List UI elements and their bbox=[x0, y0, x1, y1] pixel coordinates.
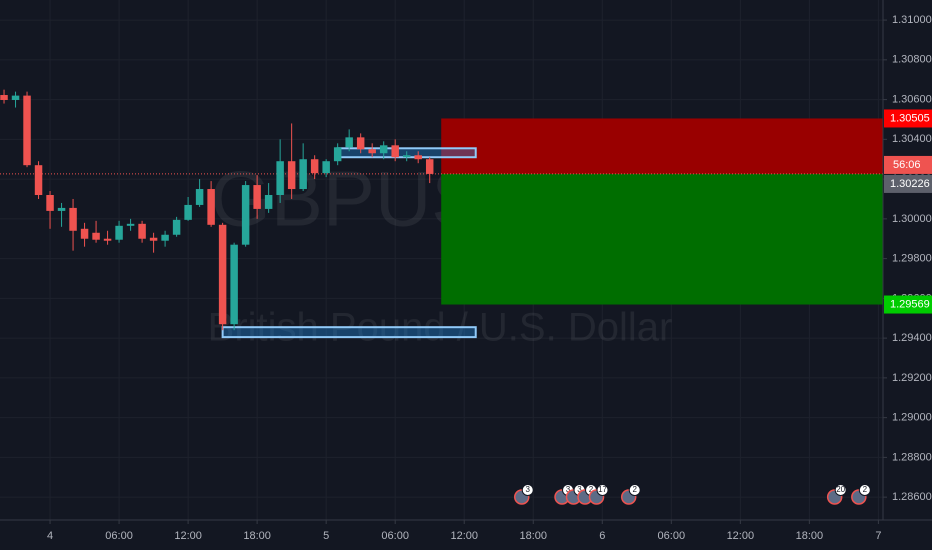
x-tick-label: 6 bbox=[599, 530, 605, 542]
candle-body bbox=[80, 228, 89, 239]
candle-body bbox=[69, 207, 77, 231]
event-count: 20 bbox=[836, 485, 845, 494]
candle-body bbox=[11, 95, 20, 100]
y-tick-label: 1.29200 bbox=[892, 372, 932, 384]
candle-body bbox=[207, 189, 215, 225]
price-tag-label: 1.29569 bbox=[890, 298, 930, 310]
candle-body bbox=[425, 159, 434, 174]
event-count: 3 bbox=[566, 485, 571, 494]
event-badge bbox=[628, 484, 641, 496]
candle-body bbox=[345, 137, 353, 148]
candle-body bbox=[23, 95, 31, 166]
y-tick-label: 1.30400 bbox=[892, 133, 932, 145]
candle-body bbox=[356, 137, 365, 150]
candle-body bbox=[391, 145, 399, 158]
x-tick-label: 12:00 bbox=[727, 530, 755, 542]
candle-body bbox=[126, 223, 135, 226]
candle-body bbox=[402, 155, 411, 158]
event-badge bbox=[834, 484, 847, 496]
y-tick-label: 1.29800 bbox=[892, 253, 932, 265]
x-tick-label: 06:00 bbox=[105, 530, 133, 542]
event-count: 3 bbox=[526, 485, 531, 494]
candle-body bbox=[184, 204, 192, 220]
event-badge bbox=[521, 484, 534, 496]
event-count: 2 bbox=[633, 485, 638, 494]
candle-body bbox=[414, 155, 422, 160]
price-tag bbox=[884, 295, 932, 314]
x-tick-label: 7 bbox=[875, 530, 881, 542]
zone bbox=[221, 326, 477, 339]
candle-body bbox=[92, 232, 100, 240]
y-tick-label: 1.30600 bbox=[892, 93, 932, 105]
x-tick-label: 12:00 bbox=[450, 530, 478, 542]
candle-body bbox=[264, 195, 273, 209]
candle-body bbox=[0, 95, 8, 100]
candle-body bbox=[103, 238, 112, 241]
candle-body bbox=[46, 195, 54, 211]
candle-body bbox=[253, 185, 261, 209]
candle-body bbox=[230, 244, 238, 325]
candle-body bbox=[322, 161, 330, 174]
x-tick-label: 18:00 bbox=[519, 530, 547, 542]
candle-body bbox=[310, 159, 319, 174]
candle-body bbox=[161, 234, 169, 241]
y-tick-label: 1.30800 bbox=[892, 54, 932, 66]
event-badge bbox=[858, 484, 871, 496]
plot: 3 3 3 2 17 2 20 2 bbox=[0, 89, 883, 505]
candle-body bbox=[241, 185, 250, 245]
event-badge bbox=[596, 484, 609, 496]
event-count: 2 bbox=[863, 485, 868, 494]
event-count: 17 bbox=[598, 485, 607, 494]
candle-body bbox=[276, 161, 284, 195]
price-tag bbox=[884, 174, 932, 193]
event-count: 2 bbox=[589, 485, 594, 494]
candle-body bbox=[138, 223, 146, 239]
price-tag-label: 1.30505 bbox=[890, 112, 930, 124]
x-tick-label: 18:00 bbox=[243, 530, 271, 542]
candle-body bbox=[57, 207, 66, 211]
candle-body bbox=[115, 225, 123, 240]
price-tag bbox=[884, 109, 932, 128]
event-count: 3 bbox=[577, 485, 582, 494]
candle-body bbox=[368, 149, 376, 154]
stop-zone bbox=[441, 118, 883, 174]
countdown-tag bbox=[884, 155, 932, 174]
y-tick-label: 1.29000 bbox=[892, 412, 932, 424]
candle-body bbox=[379, 145, 388, 154]
candle-body bbox=[333, 147, 342, 162]
candle-body bbox=[299, 159, 307, 190]
x-tick-label: 06:00 bbox=[381, 530, 409, 542]
candle-body bbox=[172, 219, 181, 235]
candle-body bbox=[149, 237, 158, 241]
y-tick-label: 1.29400 bbox=[892, 332, 932, 344]
candle-body bbox=[287, 161, 296, 190]
target-zone bbox=[441, 173, 883, 305]
x-tick-label: 12:00 bbox=[174, 530, 202, 542]
y-tick-label: 1.28600 bbox=[892, 491, 932, 503]
x-tick-label: 18:00 bbox=[796, 530, 824, 542]
x-tick-label: 4 bbox=[47, 530, 53, 542]
price-tag-label: 1.30226 bbox=[890, 178, 930, 190]
axes: 1.310001.308001.306001.304001.302001.300… bbox=[47, 14, 932, 542]
y-tick-label: 1.31000 bbox=[892, 14, 932, 26]
candle-body bbox=[34, 165, 43, 195]
candle-body bbox=[218, 224, 227, 325]
y-tick-label: 1.30000 bbox=[892, 213, 932, 225]
candle-body bbox=[195, 189, 204, 205]
x-tick-label: 5 bbox=[323, 530, 329, 542]
x-tick-label: 06:00 bbox=[658, 530, 686, 542]
y-tick-label: 1.28800 bbox=[892, 451, 932, 463]
countdown: 56:06 bbox=[893, 159, 921, 171]
